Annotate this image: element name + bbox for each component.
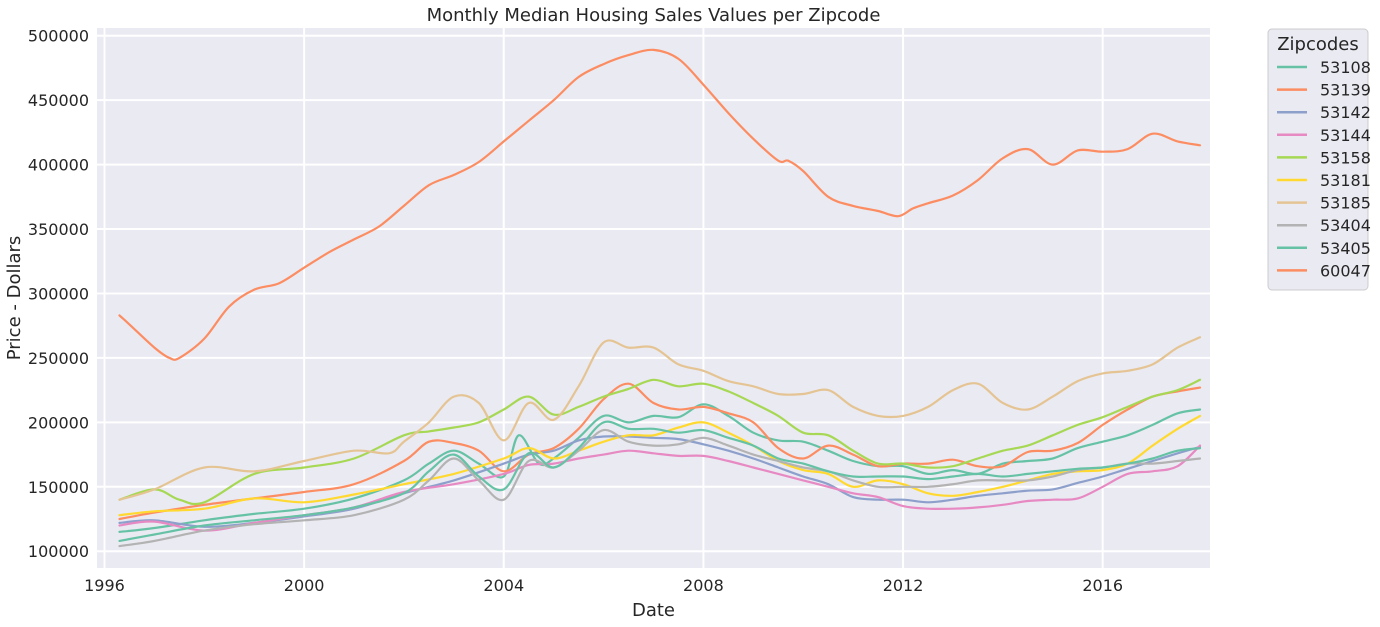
series-layer [118, 48, 1202, 548]
legend-label: 53142 [1320, 103, 1371, 122]
y-tick-label: 200000 [28, 413, 89, 432]
series-line-53144 [118, 444, 1202, 532]
series-line-53405 [118, 420, 1202, 542]
legend-label: 53158 [1320, 148, 1371, 167]
y-tick-label: 400000 [28, 156, 89, 175]
legend-label: 53405 [1320, 239, 1371, 258]
x-tick-label: 2008 [683, 576, 724, 595]
tick-layer: 100000 150000 200000 250000 300000 350000 4000… [28, 27, 1123, 595]
y-tick-label: 150000 [28, 478, 89, 497]
x-tick-label: 1996 [84, 576, 125, 595]
series-line-53158 [118, 378, 1202, 506]
chart-title: Monthly Median Housing Sales Values per … [427, 5, 881, 26]
legend-label: 60047 [1320, 261, 1371, 280]
series-line-60047 [118, 48, 1202, 361]
legend-label: 53144 [1320, 126, 1371, 145]
x-tick-label: 2016 [1082, 576, 1123, 595]
legend-label: 53404 [1320, 216, 1371, 235]
legend-title: Zipcodes [1277, 34, 1359, 55]
legend-label: 53108 [1320, 58, 1371, 77]
series-line-53108 [118, 403, 1202, 533]
series-line-53139 [118, 382, 1202, 521]
legend-items: 53108 53139 53142 53144 53158 53181 53185 53404… [1277, 58, 1371, 280]
x-tick-label: 2004 [483, 576, 524, 595]
x-tick-label: 2012 [883, 576, 924, 595]
y-tick-label: 350000 [28, 220, 89, 239]
legend: Zipcodes 5310853139531425314453158531815… [1267, 28, 1371, 291]
plot-area [97, 28, 1210, 568]
series-line-53185 [118, 336, 1202, 501]
y-tick-label: 100000 [28, 542, 89, 561]
series-line-53404 [118, 428, 1202, 548]
legend-label: 53139 [1320, 81, 1371, 100]
y-tick-label: 500000 [28, 27, 89, 46]
y-axis-label: Price - Dollars [4, 236, 25, 361]
y-tick-label: 300000 [28, 284, 89, 303]
grid [97, 28, 1210, 568]
legend-label: 53185 [1320, 194, 1371, 213]
y-tick-label: 250000 [28, 349, 89, 368]
y-tick-label: 450000 [28, 91, 89, 110]
legend-label: 53181 [1320, 171, 1371, 190]
x-tick-label: 2000 [284, 576, 325, 595]
x-axis-label: Date [632, 600, 675, 621]
